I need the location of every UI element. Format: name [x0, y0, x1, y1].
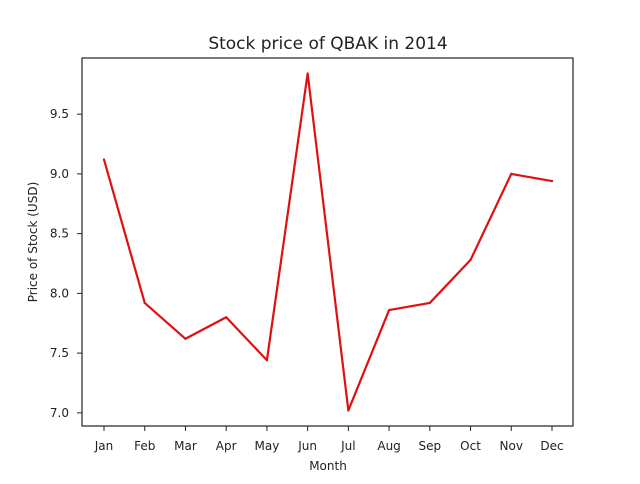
x-axis-label: Month	[309, 459, 347, 473]
y-axis-label: Price of Stock (USD)	[26, 182, 40, 303]
y-axis-ticks: 7.0 7.5 8.0 8.5 9.0 9.5	[50, 107, 82, 420]
data-point-may	[265, 359, 269, 362]
x-tick-label: Jul	[340, 439, 355, 453]
x-tick-label: Jan	[94, 439, 114, 453]
data-point-sep	[428, 301, 431, 305]
series-line	[102, 72, 554, 412]
x-tick-label: Dec	[540, 439, 563, 453]
data-point-nov	[510, 172, 513, 175]
y-tick-label: 9.0	[50, 167, 69, 181]
x-tick-label: Oct	[460, 439, 481, 453]
y-tick-label: 8.0	[50, 286, 69, 300]
x-tick-label: Sep	[419, 439, 442, 453]
data-point-jan	[102, 158, 106, 161]
plot-frame	[81, 57, 574, 427]
x-tick-label: Apr	[216, 439, 237, 453]
series-layer	[102, 72, 554, 412]
x-axis-ticks: Jan Feb Mar Apr May Jun Jul Aug Sep Oct Nov Dec	[94, 426, 564, 453]
data-point-jul	[347, 409, 350, 412]
data-point-aug	[387, 309, 391, 312]
x-tick-label: May	[255, 439, 280, 453]
data-point-jun	[306, 72, 309, 75]
y-tick-label: 7.5	[50, 346, 69, 360]
y-tick-label: 9.5	[50, 107, 69, 121]
x-tick-label: Feb	[134, 439, 155, 453]
data-point-feb	[143, 301, 146, 305]
x-tick-label: Aug	[377, 439, 400, 453]
y-tick-label: 7.0	[50, 406, 69, 420]
x-tick-label: Mar	[174, 439, 197, 453]
data-point-mar	[184, 337, 187, 340]
data-point-dec	[550, 179, 554, 183]
x-tick-label: Jun	[297, 439, 317, 453]
x-tick-label: Nov	[500, 439, 523, 453]
data-point-apr	[225, 316, 228, 319]
data-point-oct	[469, 258, 472, 262]
chart-title: Stock price of QBAK in 2014	[208, 34, 447, 54]
y-tick-label: 8.5	[50, 227, 69, 241]
